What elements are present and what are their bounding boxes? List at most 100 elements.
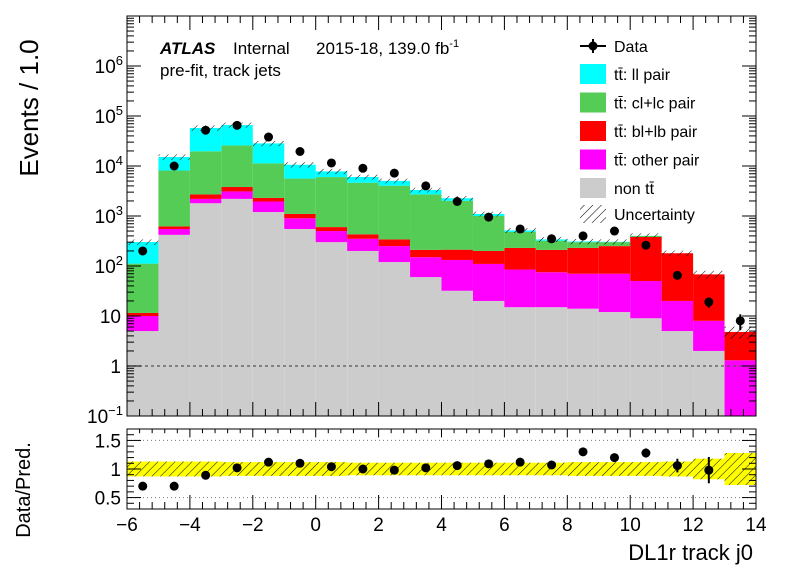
uncertainty-bin-6: [316, 169, 347, 174]
data-point-12: [516, 224, 525, 233]
x-tick-label-7: 8: [562, 515, 573, 536]
bar-0-bin-5: [284, 229, 315, 418]
data-point-2: [201, 126, 210, 135]
legend-swatch-uncertainty: [580, 205, 606, 223]
ratio-point-10: [453, 461, 462, 470]
data-point-10: [453, 197, 462, 206]
bar-3-bin-7: [347, 183, 378, 235]
selection-label: pre-fit, track jets: [160, 61, 281, 80]
legend-swatch-3: [580, 150, 606, 170]
y-tick-label-3: 102: [95, 253, 123, 278]
y-tick-label-7: 106: [95, 53, 123, 78]
bar-2-bin-6: [316, 227, 347, 231]
x-tick-label-4: 2: [373, 515, 384, 536]
bar-0-bin-1: [158, 235, 189, 418]
ratio-point-2: [201, 471, 210, 480]
uncertainty-bin-18: [693, 271, 724, 279]
bar-3-bin-5: [284, 179, 315, 214]
bar-2-bin-14: [567, 248, 598, 274]
ratio-band-bin-1: [158, 462, 189, 477]
x-tick-label-8: 10: [620, 515, 641, 536]
x-tick-label-10: 14: [745, 515, 767, 536]
legend-entry-2: tt̄: bl+lb pair: [580, 121, 698, 141]
bar-1-bin-2: [190, 199, 221, 203]
bar-1-bin-3: [221, 191, 252, 198]
bar-3-bin-8: [379, 186, 410, 240]
bar-1-bin-7: [347, 239, 378, 251]
ratio-point-13: [547, 461, 556, 470]
bar-0-bin-15: [599, 312, 630, 418]
bar-2-bin-4: [253, 198, 284, 202]
data-point-0: [138, 246, 147, 255]
bar-3-bin-1: [158, 171, 189, 227]
bar-2-bin-8: [379, 239, 410, 246]
bar-2-bin-12: [504, 248, 535, 270]
bar-1-bin-14: [567, 274, 598, 309]
bar-2-bin-11: [473, 251, 504, 264]
data-point-11: [484, 213, 493, 222]
bar-4-bin-4: [253, 143, 284, 163]
bar-0-bin-8: [379, 262, 410, 418]
x-tick-label-6: 6: [499, 515, 510, 536]
legend-entry-uncertainty: Uncertainty: [580, 205, 695, 224]
bar-1-bin-16: [630, 281, 661, 318]
bar-1-bin-4: [253, 201, 284, 212]
ratio-point-1: [170, 482, 179, 491]
ratio-point-5: [295, 459, 304, 468]
data-point-16: [641, 241, 650, 250]
uncertainty-bin-7: [347, 175, 378, 180]
bar-0-bin-9: [410, 277, 441, 418]
ratio-band-bin-16: [630, 462, 661, 476]
luminosity-exponent: -1: [449, 38, 459, 50]
uncertainty-bin-17: [662, 251, 693, 257]
ratio-y-tick-label-1: 1: [110, 460, 121, 481]
ratio-point-4: [264, 458, 273, 467]
bar-1-bin-11: [473, 264, 504, 301]
x-tick-label-0: −6: [116, 515, 138, 536]
legend-swatch-0: [580, 64, 606, 84]
bar-1-bin-18: [693, 321, 724, 351]
data-point-1: [170, 162, 179, 171]
y-tick-label-6: 105: [95, 103, 123, 128]
uncertainty-bin-8: [379, 179, 410, 184]
data-point-7: [358, 164, 367, 173]
bar-1-bin-13: [536, 272, 567, 307]
internal-label: Internal: [233, 39, 290, 58]
legend-label-data: Data: [614, 39, 648, 56]
bar-0-bin-11: [473, 301, 504, 418]
bar-3-bin-6: [316, 177, 347, 227]
main-y-axis-label: Events / 1.0: [14, 39, 44, 176]
data-point-4: [264, 133, 273, 142]
bar-3-bin-10: [442, 201, 473, 250]
data-point-14: [579, 231, 588, 240]
uncertainty-bin-16: [630, 233, 661, 238]
bar-0-bin-6: [316, 242, 347, 418]
bar-1-bin-10: [442, 260, 473, 291]
ratio-point-0: [138, 482, 147, 491]
bar-0-bin-14: [567, 309, 598, 418]
legend-swatch-1: [580, 93, 606, 113]
bar-2-bin-10: [442, 250, 473, 260]
bar-1-bin-15: [599, 274, 630, 312]
data-point-13: [547, 234, 556, 243]
legend-swatch-4: [580, 178, 606, 198]
legend-label-0: tt̄: ll pair: [614, 67, 671, 84]
bar-2-bin-7: [347, 234, 378, 238]
ratio-point-6: [327, 462, 336, 471]
ratio-point-3: [233, 463, 242, 472]
data-point-6: [327, 158, 336, 167]
uncertainty-bin-15: [599, 239, 630, 244]
bar-2-bin-9: [410, 250, 441, 257]
uncertainty-bin-4: [253, 141, 284, 146]
x-tick-label-1: −4: [179, 515, 201, 536]
x-tick-label-5: 4: [436, 515, 447, 536]
bar-0-bin-0: [127, 331, 158, 418]
data-point-3: [233, 121, 242, 130]
bar-0-bin-10: [442, 291, 473, 418]
atlas-label: ATLAS: [159, 39, 216, 58]
data-point-17: [673, 271, 682, 280]
x-tick-label-2: −2: [242, 515, 264, 536]
y-tick-label-0: 10−1: [87, 403, 123, 428]
bar-1-bin-12: [504, 270, 535, 308]
ratio-y-tick-label-0: 0.5: [95, 489, 121, 510]
